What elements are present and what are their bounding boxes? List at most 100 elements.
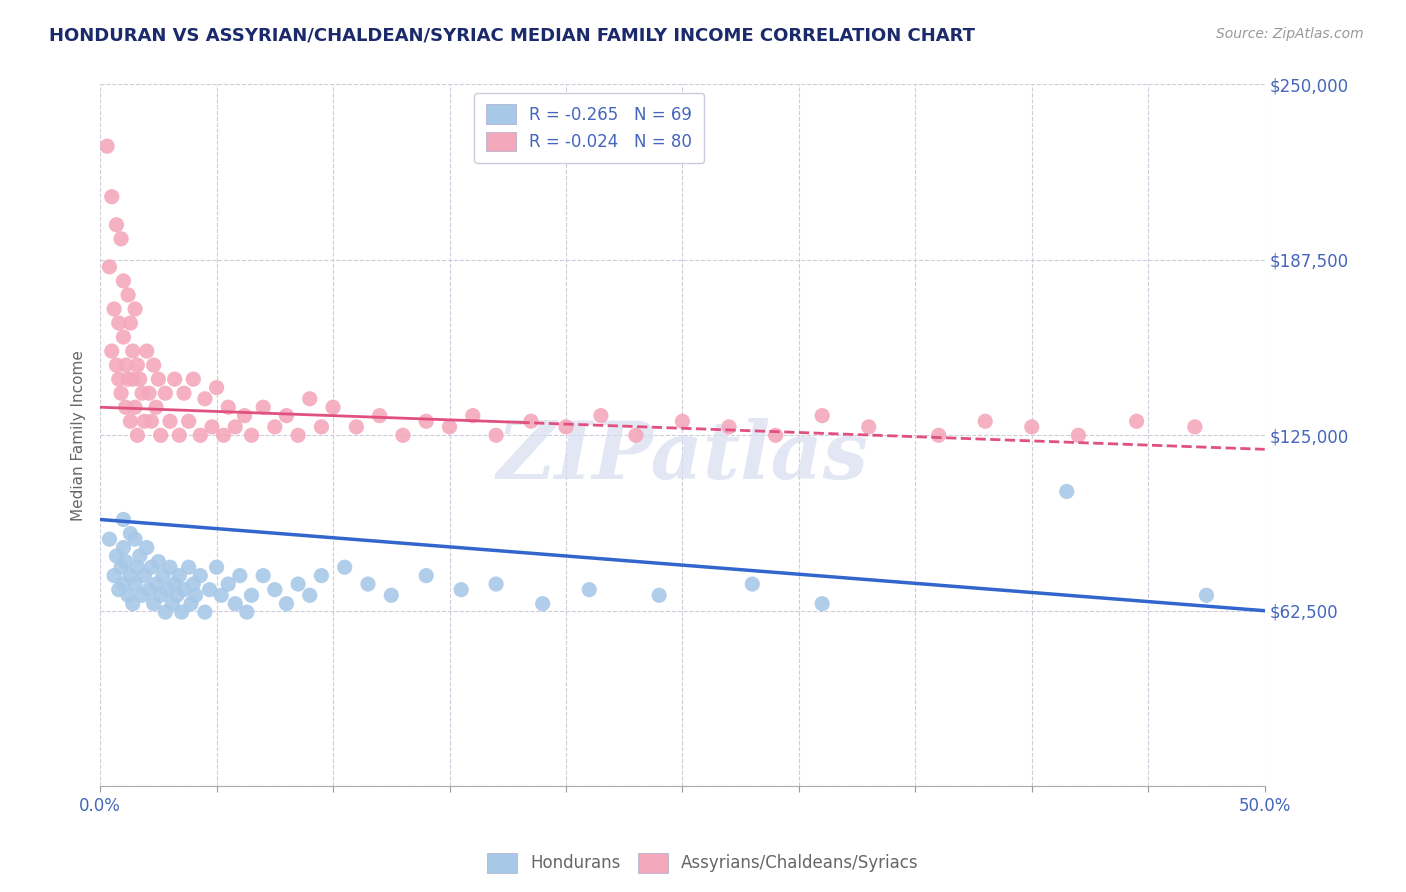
Point <box>1195 588 1218 602</box>
Point <box>169 568 191 582</box>
Point <box>212 428 235 442</box>
Text: Source: ZipAtlas.com: Source: ZipAtlas.com <box>1216 27 1364 41</box>
Point <box>114 401 136 415</box>
Point <box>811 597 834 611</box>
Point <box>138 386 160 401</box>
Point <box>121 372 143 386</box>
Point <box>858 420 880 434</box>
Point <box>138 582 160 597</box>
Point <box>201 420 224 434</box>
Point <box>741 577 763 591</box>
Point <box>252 401 274 415</box>
Point <box>169 428 191 442</box>
Point <box>141 560 163 574</box>
Point <box>392 428 415 442</box>
Point <box>148 372 170 386</box>
Point <box>194 392 217 406</box>
Point <box>1184 420 1206 434</box>
Point <box>531 597 554 611</box>
Point <box>928 428 950 442</box>
Point <box>163 372 186 386</box>
Point <box>415 414 437 428</box>
Point <box>112 330 135 344</box>
Point <box>120 316 142 330</box>
Point <box>128 372 150 386</box>
Point <box>450 582 472 597</box>
Point <box>461 409 484 423</box>
Point <box>131 386 153 401</box>
Point <box>240 588 263 602</box>
Point <box>155 386 177 401</box>
Point <box>159 560 181 574</box>
Point <box>159 414 181 428</box>
Point <box>589 409 612 423</box>
Point <box>177 414 200 428</box>
Point <box>717 420 740 434</box>
Point <box>124 577 146 591</box>
Point <box>1067 428 1090 442</box>
Point <box>112 274 135 288</box>
Point <box>134 414 156 428</box>
Point <box>170 605 193 619</box>
Point <box>184 588 207 602</box>
Point <box>100 344 122 359</box>
Point <box>311 420 333 434</box>
Point <box>105 549 128 563</box>
Point <box>141 414 163 428</box>
Point <box>156 582 179 597</box>
Point <box>110 232 132 246</box>
Point <box>120 568 142 582</box>
Point <box>127 560 149 574</box>
Point <box>811 409 834 423</box>
Text: ZIPatlas: ZIPatlas <box>496 417 869 495</box>
Point <box>124 301 146 316</box>
Point <box>439 420 461 434</box>
Point <box>149 588 172 602</box>
Point <box>311 568 333 582</box>
Point <box>287 577 309 591</box>
Point <box>107 582 129 597</box>
Point <box>145 577 167 591</box>
Point <box>188 568 211 582</box>
Point <box>624 428 647 442</box>
Point <box>229 568 252 582</box>
Point <box>96 139 118 153</box>
Point <box>1056 484 1078 499</box>
Point <box>117 588 139 602</box>
Point <box>194 605 217 619</box>
Point <box>117 372 139 386</box>
Point <box>107 316 129 330</box>
Point <box>357 577 380 591</box>
Text: HONDURAN VS ASSYRIAN/CHALDEAN/SYRIAC MEDIAN FAMILY INCOME CORRELATION CHART: HONDURAN VS ASSYRIAN/CHALDEAN/SYRIAC MED… <box>49 27 976 45</box>
Point <box>117 288 139 302</box>
Point <box>298 392 321 406</box>
Point <box>648 588 671 602</box>
Point <box>205 560 228 574</box>
Point <box>163 577 186 591</box>
Point <box>671 414 693 428</box>
Point <box>263 582 285 597</box>
Point <box>127 358 149 372</box>
Point <box>765 428 787 442</box>
Point <box>120 414 142 428</box>
Point <box>124 401 146 415</box>
Point <box>276 409 298 423</box>
Point <box>149 428 172 442</box>
Point <box>333 560 356 574</box>
Point <box>155 605 177 619</box>
Point <box>344 420 367 434</box>
Point <box>209 588 232 602</box>
Point <box>177 560 200 574</box>
Point <box>555 420 578 434</box>
Point <box>98 532 121 546</box>
Point <box>520 414 543 428</box>
Point <box>578 582 600 597</box>
Point <box>152 568 174 582</box>
Point <box>485 577 508 591</box>
Point <box>287 428 309 442</box>
Point <box>1021 420 1043 434</box>
Point <box>105 218 128 232</box>
Point <box>224 597 246 611</box>
Point <box>224 420 246 434</box>
Point <box>198 582 221 597</box>
